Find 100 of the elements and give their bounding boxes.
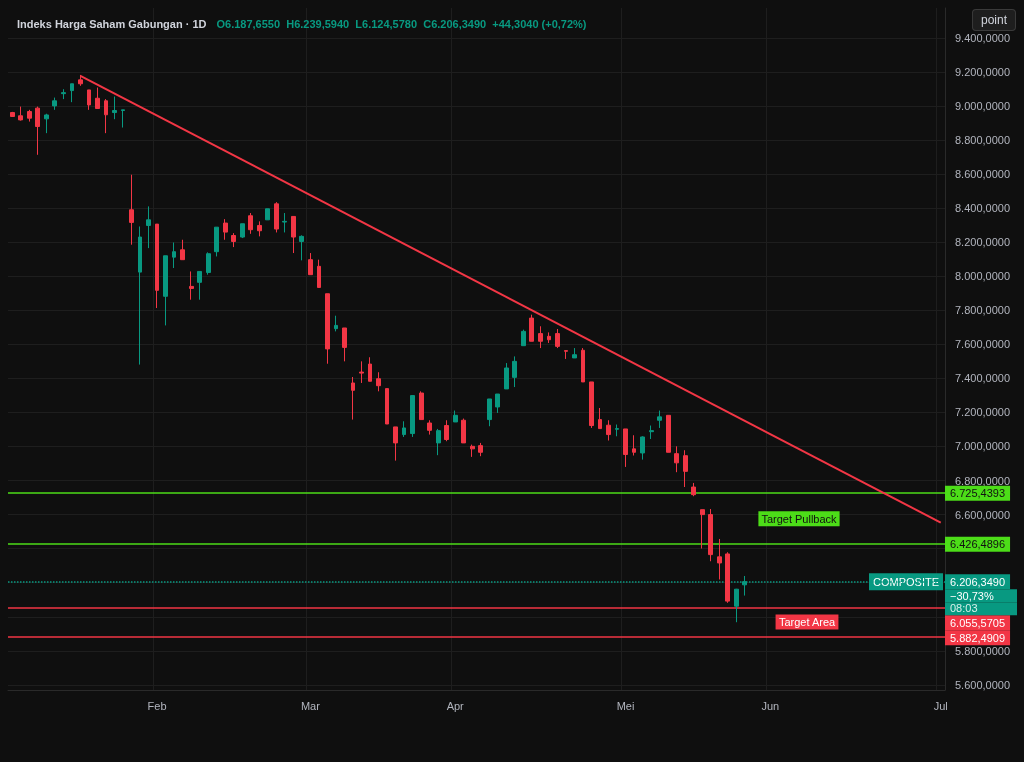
candlestick [487,398,492,427]
candlestick [231,232,236,248]
candlestick [368,356,372,382]
candlestick [649,425,654,440]
candlestick [240,223,245,239]
candlestick [291,215,296,254]
candlestick [317,259,321,288]
candlestick [146,205,151,249]
candlestick [308,252,313,276]
y-tick-label: 5.600,0000 [955,678,1011,691]
candlestick [589,381,594,429]
candlestick [299,234,304,261]
y-tick-label: 9.400,0000 [955,31,1011,44]
candlestick [436,428,441,456]
text: Indeks Harga Saham Gabungan · 1D [17,18,207,30]
candlestick [121,109,125,129]
candlestick [359,360,364,384]
candlestick [223,218,228,241]
candlestick [376,371,381,392]
candlestick [725,551,730,604]
y-tick-label: 8.600,0000 [955,168,1011,181]
ref-line-label: 6.426,4896 [950,538,1006,551]
candlestick [52,97,57,111]
candlestick [257,220,262,237]
y-tick-label: 7.400,0000 [955,372,1011,385]
annotation: Target Area [778,616,837,629]
candlestick [521,329,526,347]
candlestick [555,328,560,349]
candlestick [606,419,611,442]
candlestick [214,226,219,257]
y-tick-label: 7.600,0000 [955,338,1011,351]
candlestick [172,241,176,269]
candlestick [27,109,32,123]
candlestick [419,390,424,421]
candlestick [427,419,432,436]
candlestick [87,89,91,111]
candlestick [206,251,211,276]
y-tick-label: 8.800,0000 [955,133,1011,146]
text: O6.187,6550 H6.239,5940 L6.124,5780 C6.206,3490 +44,3040 (+0,72%) [216,18,587,30]
ref-line-label: 6.055,5705 [950,616,1006,629]
candlestick [444,419,449,442]
candlestick [155,223,159,309]
ref-line-label: 5.882,4909 [950,631,1006,644]
candlestick [70,83,74,103]
candlestick [393,426,398,462]
y-tick-label: 7.000,0000 [955,440,1011,453]
candlestick [547,331,551,344]
y-tick-label: 6.800,0000 [955,474,1011,487]
candlestick [657,410,662,429]
candlestick [453,410,458,423]
candlestick [18,106,23,122]
x-tick-label: Jun [761,699,780,712]
candlestick [402,420,406,438]
text: −30,73% [950,590,994,603]
candlestick [674,445,679,473]
candlestick [666,414,671,453]
y-tick-label: 9.000,0000 [955,99,1011,112]
x-tick-label: Apr [446,699,465,712]
candlestick [189,270,194,301]
candlestick [581,347,585,383]
candlestick [10,111,15,118]
x-tick-label: Feb [147,699,167,712]
y-tick-label: 7.800,0000 [955,304,1011,317]
ref-line-label: 6.725,4393 [950,487,1006,500]
candlestick [282,212,287,233]
x-tick-label: Mar [300,699,321,712]
candlestick [564,350,568,360]
candlestick [112,96,117,120]
candlestick [44,113,49,134]
candlestick [512,355,517,388]
candlestick [632,434,636,457]
y-tick-label: 9.200,0000 [955,65,1011,78]
candlestick [478,442,483,457]
annotation: COMPOSITE [872,575,939,588]
candlestick [138,225,142,366]
x-tick-label: Jul [933,699,948,712]
candlestick [717,538,722,580]
candlestick [410,395,415,438]
y-tick-label: 6.600,0000 [955,508,1011,521]
text: point [980,13,1008,27]
candlestick [351,376,355,421]
candlestick [598,407,602,430]
candlestick [129,174,134,246]
candlestick [95,87,100,109]
candlestick [342,327,347,362]
candlestick [197,270,202,301]
candlestick [572,347,577,359]
y-tick-label: 5.800,0000 [955,644,1011,657]
candlestick [683,449,688,488]
candlestick [274,201,279,233]
annotation: Target Pullback [761,512,838,525]
candlestick [640,435,645,461]
candlestick [700,509,705,549]
candlestick [538,325,543,349]
candlestick [163,255,168,326]
candlestick [504,362,509,390]
candlestick [615,424,619,437]
candlestick [104,98,108,134]
candlestick [691,482,696,497]
candlestick [495,393,500,414]
